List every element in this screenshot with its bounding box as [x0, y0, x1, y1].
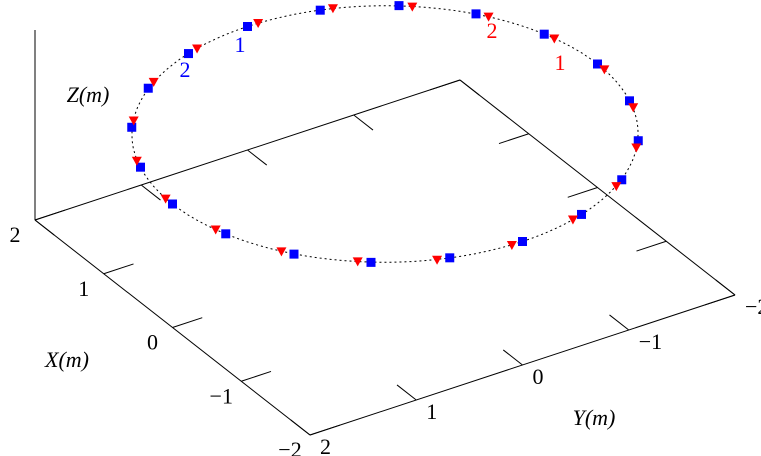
marker — [131, 156, 142, 166]
marker — [289, 249, 299, 259]
marker — [633, 136, 643, 146]
y-tick-label: −2 — [745, 294, 761, 319]
marker — [127, 122, 137, 132]
y-tick — [34, 219, 55, 236]
y-tick — [502, 349, 523, 366]
marker — [352, 257, 363, 267]
marker — [539, 29, 549, 39]
marker — [518, 237, 527, 246]
y-tick — [140, 184, 161, 201]
marker — [221, 229, 231, 239]
y-tick — [715, 279, 736, 296]
x-tick-label: −1 — [210, 383, 233, 408]
x-tick — [103, 263, 134, 275]
marker — [148, 77, 159, 87]
marker — [567, 215, 578, 225]
marker — [253, 19, 264, 28]
y-tick — [247, 149, 268, 166]
x-axis-label: X(m) — [44, 347, 89, 372]
y-tick — [459, 79, 480, 96]
y-tick-label: 0 — [533, 364, 544, 389]
marker — [625, 96, 634, 106]
y-tick — [396, 384, 417, 401]
marker — [143, 83, 153, 93]
x-tick-label: 1 — [78, 276, 89, 301]
marker — [506, 241, 517, 250]
x-tick — [705, 294, 736, 306]
marker — [128, 116, 139, 126]
x-tick — [241, 370, 272, 382]
y-tick-label: 2 — [320, 434, 331, 456]
annotation: 2 — [180, 57, 191, 82]
annotation: 2 — [487, 18, 498, 43]
marker — [394, 1, 404, 11]
x-tick-label: 2 — [10, 222, 21, 247]
y-tick — [353, 114, 374, 131]
y-axis-label: Y(m) — [573, 405, 616, 430]
annotation: 1 — [235, 32, 246, 57]
marker — [445, 253, 455, 263]
marker — [631, 143, 642, 153]
marker — [549, 34, 560, 44]
x-tick — [636, 240, 667, 252]
marker — [628, 103, 639, 113]
marker — [276, 247, 287, 257]
marker — [471, 9, 481, 19]
marker — [184, 49, 193, 59]
trajectory — [131, 5, 639, 263]
x-tick — [34, 209, 65, 221]
marker — [483, 12, 494, 22]
marker — [593, 59, 602, 69]
marker — [168, 199, 177, 209]
marker — [160, 194, 171, 204]
x-tick — [430, 79, 461, 91]
marker — [407, 2, 418, 12]
x-tick — [172, 317, 203, 328]
marker — [577, 209, 586, 219]
marker — [315, 5, 325, 15]
annotation: 1 — [555, 50, 566, 75]
marker — [210, 225, 221, 235]
x-tick — [498, 133, 529, 145]
y-tick — [609, 314, 630, 331]
marker — [599, 65, 610, 75]
x-tick — [309, 424, 340, 436]
x-tick-label: 0 — [147, 330, 158, 355]
z-axis-label: Z(m) — [67, 82, 110, 107]
x-tick — [567, 187, 598, 198]
marker — [432, 255, 443, 265]
marker — [327, 4, 338, 14]
y-tick-label: 1 — [426, 399, 437, 424]
marker — [617, 175, 627, 185]
marker — [611, 182, 622, 192]
marker — [366, 257, 376, 267]
y-tick — [290, 419, 311, 436]
marker — [192, 44, 203, 54]
marker — [136, 162, 145, 172]
x-tick-label: −2 — [278, 437, 301, 456]
marker — [243, 22, 252, 31]
y-tick-label: −1 — [639, 329, 662, 354]
